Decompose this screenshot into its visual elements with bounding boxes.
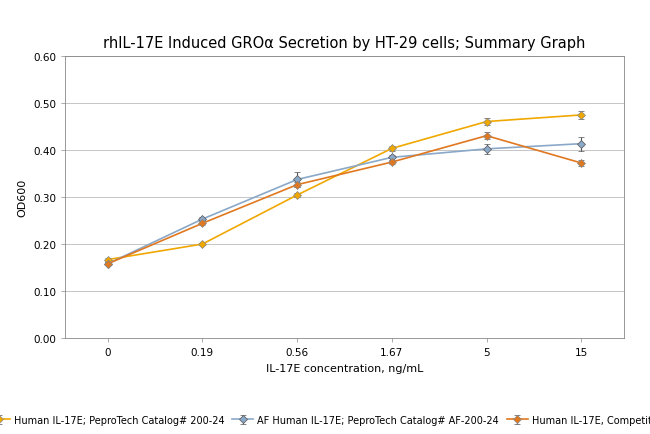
Y-axis label: OD600: OD600 <box>18 178 27 217</box>
Title: rhIL-17E Induced GROα Secretion by HT-29 cells; Summary Graph: rhIL-17E Induced GROα Secretion by HT-29… <box>103 36 586 51</box>
X-axis label: IL-17E concentration, ng/mL: IL-17E concentration, ng/mL <box>266 363 423 373</box>
Legend: Human IL-17E; PeproTech Catalog# 200-24, AF Human IL-17E; PeproTech Catalog# AF-: Human IL-17E; PeproTech Catalog# 200-24,… <box>0 415 650 425</box>
